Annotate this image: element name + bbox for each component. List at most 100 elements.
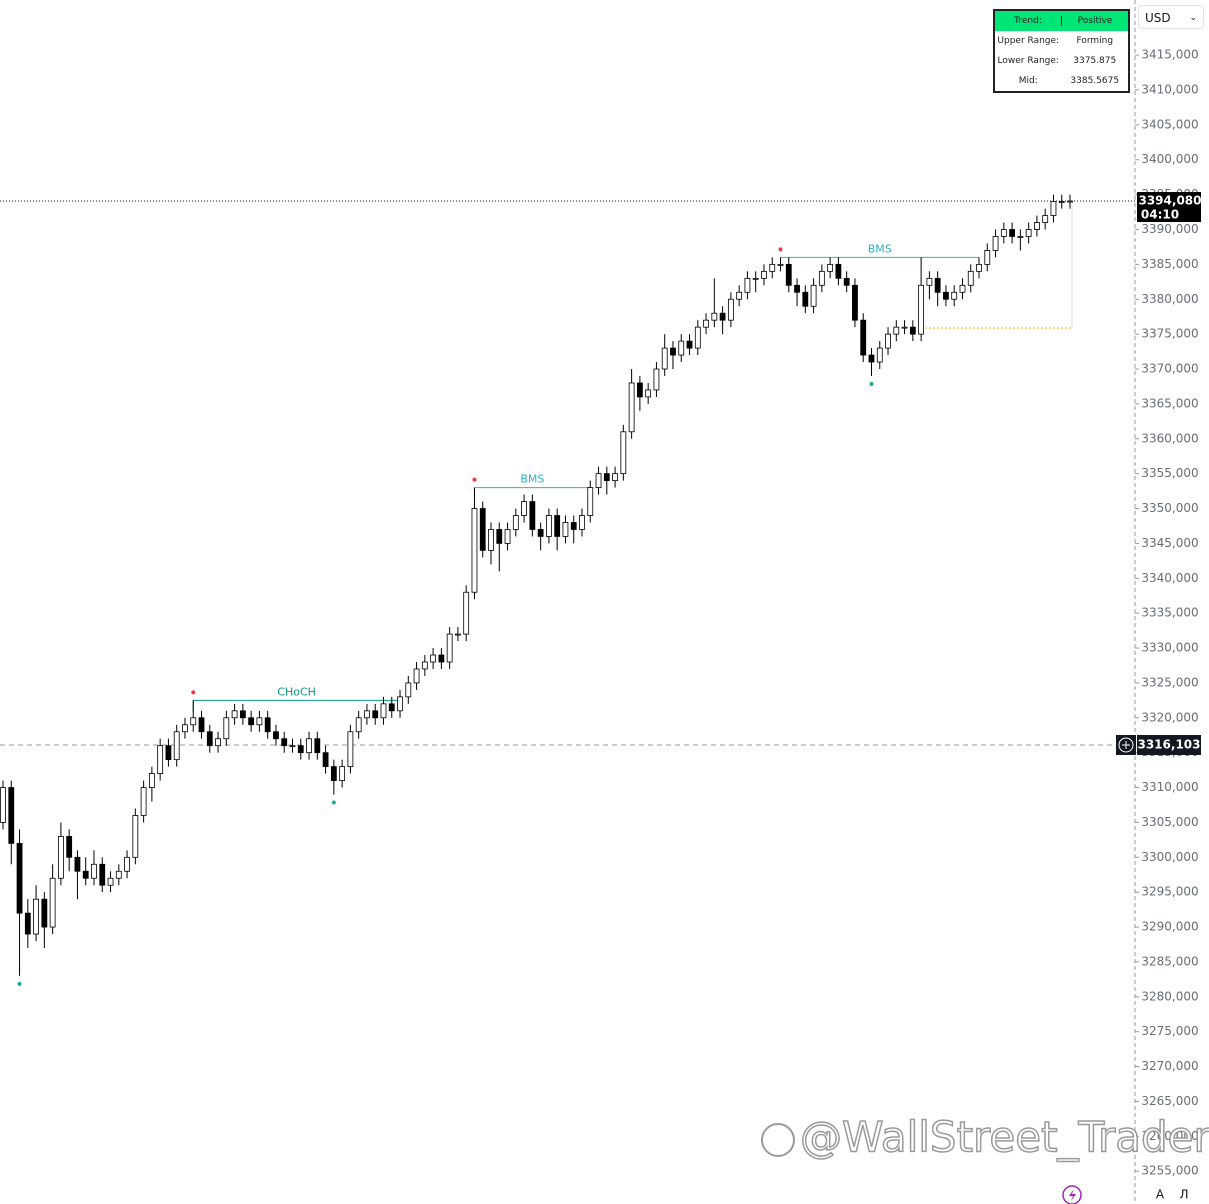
candle-body (587, 487, 594, 516)
y-tick-label: 3360,000 (1141, 431, 1198, 445)
candle-body (256, 717, 263, 726)
candle-body (107, 877, 114, 886)
lightning (1069, 1189, 1076, 1201)
candle-body (620, 431, 627, 475)
y-tick-label: 3410,000 (1141, 82, 1198, 96)
candle-body (512, 515, 519, 530)
candle-body (818, 270, 825, 286)
candle-body (579, 515, 585, 530)
candle-body (802, 291, 809, 307)
candle-body (1000, 229, 1007, 237)
candle-body (554, 515, 561, 537)
candle-body (41, 898, 48, 928)
candle-body (860, 319, 867, 356)
cell: Mid: (1018, 76, 1038, 86)
candle-body (537, 529, 544, 537)
candle-body (678, 340, 685, 356)
candle-body (488, 529, 494, 551)
y-tick-label: 3320,000 (1141, 710, 1198, 724)
y-tick-label: 3280,000 (1141, 989, 1198, 1003)
y-tick-label: 3305,000 (1141, 815, 1198, 829)
btn-scale[interactable] (1150, 1186, 1170, 1204)
y-tick-label: 3290,000 (1141, 920, 1198, 934)
candle-body (711, 312, 718, 321)
y-tick-label: 3350,000 (1141, 501, 1198, 515)
countdown: 04:10 (1141, 208, 1179, 222)
candle-body (521, 501, 527, 516)
btn-crosshair-add[interactable] (1118, 737, 1134, 753)
candle-body (645, 389, 652, 398)
candle-body (413, 668, 420, 684)
y-tick-label: 3255,000 (1141, 1164, 1198, 1178)
plus-icon (1122, 740, 1130, 749)
candle-body (91, 863, 97, 879)
currency-select[interactable]: USD ⌄ (1138, 5, 1204, 29)
candle-body (380, 703, 387, 719)
currency: USD (1145, 11, 1171, 25)
candle-body (438, 654, 445, 663)
row: Upper Range: Forming (995, 31, 1128, 51)
candle-body (1034, 222, 1040, 230)
info-table: Trend: Positive Upper Range: Forming Lower… (993, 9, 1130, 93)
y-tick-label: 3310,000 (1141, 780, 1198, 794)
candle-body (1017, 236, 1024, 238)
candle-body (686, 340, 693, 349)
candle-body (289, 745, 296, 748)
candle-body (355, 717, 362, 733)
candle-body (719, 312, 726, 321)
candle-body (694, 326, 701, 349)
structure-label: BMS (520, 473, 544, 486)
candle-body (115, 870, 122, 879)
candle-body (446, 633, 453, 663)
candle-body (570, 522, 577, 530)
candle-body (330, 766, 337, 781)
y-tick-label: 3380,000 (1141, 292, 1198, 306)
candle-body (364, 710, 370, 719)
btn-scale-label[interactable]: A (1156, 1188, 1165, 1202)
candle-body (653, 368, 660, 391)
candle-body (761, 270, 767, 279)
cell: Lower Range: (997, 56, 1059, 66)
candle-body (140, 787, 147, 816)
structure-label: CHoCH (277, 685, 316, 698)
candle-body (934, 277, 941, 293)
swing-low (869, 381, 874, 386)
y-tick-label: 3370,000 (1141, 362, 1198, 376)
candle-body (124, 856, 130, 872)
row: Mid: 3385.5675 (995, 71, 1128, 91)
candle-body (835, 263, 842, 279)
chevron: ⌄ (1189, 13, 1197, 23)
candle-body (347, 731, 354, 768)
candle-body (1050, 201, 1057, 216)
candle-body (736, 291, 743, 300)
y-tick-label: 3415,000 (1141, 48, 1198, 62)
row: Lower Range: 3375.875 (995, 51, 1128, 71)
candle-body (951, 291, 958, 300)
candle-body (264, 717, 271, 733)
y-tick-label: 3275,000 (1141, 1024, 1198, 1038)
cell: Positive (1077, 16, 1113, 26)
btn-lightning[interactable] (1062, 1185, 1082, 1204)
candle-body (1009, 229, 1016, 237)
candle-body (628, 382, 635, 433)
swing-low (331, 800, 336, 805)
cell: 3385.5675 (1070, 76, 1120, 86)
y-tick-label: 3300,000 (1141, 850, 1198, 864)
candle-body (430, 654, 437, 663)
candle-body (852, 284, 858, 321)
candle-body (165, 745, 172, 761)
btn-scale-label[interactable]: Л (1179, 1188, 1188, 1202)
candle-body (496, 529, 503, 544)
watermark: @WallStreet_Trader (800, 1113, 1209, 1162)
candle-body (132, 815, 139, 858)
btn-scale[interactable] (1174, 1186, 1194, 1204)
candle-body (529, 501, 536, 530)
candle-body (777, 263, 784, 266)
y-tick-label: 3365,000 (1141, 396, 1198, 410)
y-tick-label: 3295,000 (1141, 885, 1198, 899)
candle-body (49, 877, 56, 928)
cell: 3375.875 (1073, 56, 1117, 66)
y-tick-label: 3285,000 (1141, 954, 1198, 968)
candle-body (546, 515, 552, 537)
